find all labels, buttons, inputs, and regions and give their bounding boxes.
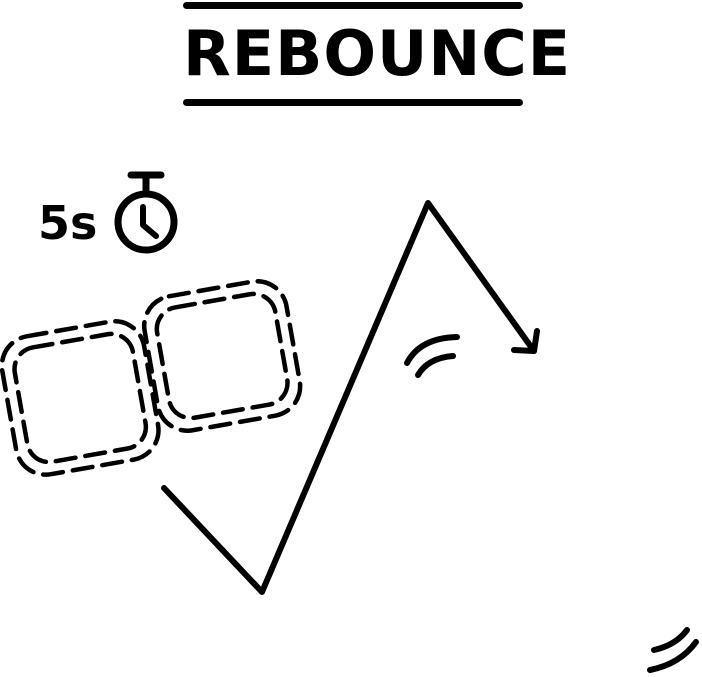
motion-arc-icon bbox=[404, 334, 460, 378]
title-block: REBOUNCE bbox=[183, 0, 572, 110]
timer-value: 5s bbox=[38, 196, 98, 250]
stopwatch-icon bbox=[114, 171, 178, 254]
page-title: REBOUNCE bbox=[183, 17, 572, 90]
zigzag-arrow-icon bbox=[161, 200, 540, 595]
timer: 5s bbox=[38, 170, 181, 260]
corner-motion-arc-icon bbox=[647, 627, 699, 673]
title-top-rule bbox=[183, 2, 523, 9]
title-bottom-rule bbox=[183, 99, 523, 106]
dashed-double-square-icon bbox=[0, 279, 303, 477]
